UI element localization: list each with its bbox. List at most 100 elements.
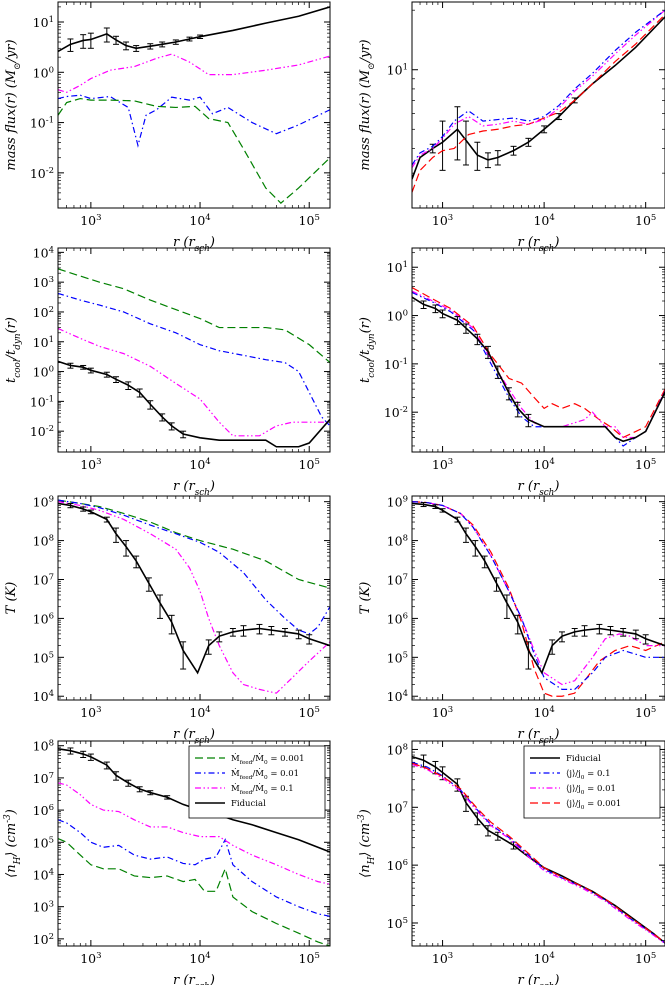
error-bar: [136, 388, 143, 398]
y-tick-label: 100: [33, 65, 54, 80]
error-bar: [197, 34, 204, 39]
error-bar: [525, 413, 532, 428]
x-tick-label: 103: [432, 213, 453, 228]
error-bar: [484, 345, 491, 359]
series-line-1: [412, 501, 665, 686]
plot-area: [58, 6, 330, 204]
error-bar: [113, 771, 120, 781]
minor-ticks: [411, 248, 665, 452]
error-bar: [103, 761, 110, 770]
y-axis-label: ⟨nH⟩ (cm-3): [357, 809, 377, 878]
error-bar: [420, 300, 427, 309]
x-axis-label: r (rsch): [173, 973, 215, 985]
series-line-1: [58, 819, 330, 917]
series-line-0: [58, 838, 330, 946]
plot-area: [412, 501, 665, 697]
axes-frame: [411, 740, 665, 947]
x-tick-label: 103: [432, 457, 453, 472]
legend-label: Fiducial: [566, 754, 601, 764]
y-tick-label: 109: [33, 495, 54, 510]
y-tick-label: 107: [387, 573, 408, 588]
error-bar: [549, 639, 556, 655]
y-tick-label: 106: [33, 803, 54, 818]
x-tick-label: 103: [80, 951, 101, 966]
error-bar: [180, 430, 187, 439]
error-bar: [462, 527, 469, 543]
y-tick-label: 105: [387, 916, 408, 931]
plot-area: [58, 268, 330, 448]
panel-p6: 103 104 105 104 105 106 107 108 109 r (rsch) T (K): [358, 495, 665, 746]
error-bar: [474, 333, 481, 346]
error-bar: [256, 623, 263, 635]
error-bar: [503, 594, 510, 619]
y-tick-label: 10-2: [30, 424, 54, 439]
error-bar: [159, 413, 166, 422]
error-bar: [180, 641, 187, 670]
error-bar: [125, 779, 132, 787]
error-bar: [494, 831, 501, 841]
error-bar: [67, 747, 74, 755]
error-bar: [505, 387, 512, 401]
y-tick-label: 10-1: [30, 116, 54, 131]
y-axis-label: tcool/tdyn(r): [358, 317, 377, 383]
x-tick-label: 104: [533, 705, 554, 720]
error-bar: [541, 125, 548, 134]
x-axis-label: r (rsch): [173, 727, 215, 746]
series-line-3: [412, 296, 665, 443]
panel-p5: 103 104 105 104 105 106 107 108 109 r (rsch) T (K): [4, 495, 331, 746]
plot-area: [412, 754, 665, 945]
series-line-2: [58, 501, 330, 694]
error-bar: [229, 628, 236, 637]
error-bar: [133, 45, 140, 52]
error-bar: [494, 150, 501, 166]
error-bar: [439, 120, 446, 171]
axes-frame: [411, 247, 665, 453]
error-bar: [571, 628, 578, 637]
x-tick-label: 104: [189, 457, 210, 472]
series-line-0: [58, 268, 330, 364]
y-tick-label: 105: [33, 835, 54, 850]
x-tick-label: 104: [189, 705, 210, 720]
x-tick-label: 103: [80, 705, 101, 720]
axes-frame: [411, 495, 665, 701]
error-bar: [295, 629, 302, 640]
error-bar: [281, 628, 288, 637]
error-bar: [481, 555, 488, 569]
error-bar: [432, 304, 439, 314]
y-axis-label: mass flux(r) (M⊙/yr): [358, 39, 377, 170]
error-bar: [103, 371, 110, 378]
error-bar: [103, 27, 110, 43]
y-tick-label: 108: [387, 534, 408, 549]
error-bar: [420, 502, 427, 508]
y-tick-label: 101: [33, 15, 54, 30]
series-line-0: [58, 499, 330, 589]
plot-area: [412, 9, 665, 193]
y-tick-label: 104: [33, 689, 54, 704]
error-bar: [596, 623, 603, 635]
legend-label: ⟨j⟩/j0 = 0.01: [566, 784, 616, 796]
series-line-2: [58, 782, 330, 885]
error-bar: [462, 795, 469, 812]
error-bar: [514, 614, 521, 635]
x-tick-label: 103: [80, 213, 101, 228]
y-tick-label: 107: [387, 800, 408, 815]
series-line-2: [412, 763, 665, 945]
plot-area: [58, 747, 330, 946]
error-bar: [525, 641, 532, 670]
panel-p7: 103 104 105 102 103 104 105 106 107 108 r (rsch) ⟨n…: [3, 739, 331, 985]
minor-ticks: [57, 2, 330, 209]
legend-label: ⟨j⟩/j0 = 0.1: [566, 769, 611, 781]
error-bar: [525, 137, 532, 147]
y-tick-label: 101: [387, 260, 408, 275]
x-tick-label: 104: [189, 213, 210, 228]
y-tick-label: 100: [387, 309, 408, 324]
y-tick-label: 101: [33, 335, 54, 350]
error-bar: [240, 625, 247, 637]
error-bar: [494, 365, 501, 379]
y-tick-label: 103: [33, 275, 54, 290]
minor-ticks: [411, 496, 665, 701]
y-tick-label: 10-1: [30, 394, 54, 409]
panel-p3: 103 104 105 10-2 10-1 100 101 102 103 104 r (rsch)…: [4, 245, 331, 498]
error-bar: [205, 639, 212, 655]
error-bar: [514, 401, 521, 418]
